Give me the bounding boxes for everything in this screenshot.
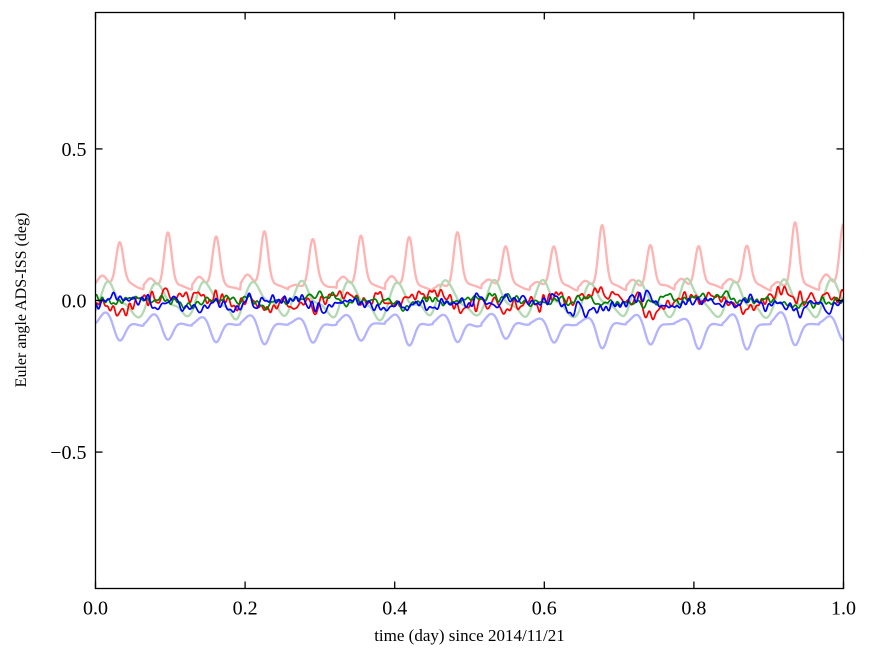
x-tick-label: 0.8 bbox=[681, 598, 706, 620]
series-group bbox=[95, 221, 844, 351]
ticks-group bbox=[94, 12, 845, 589]
series-pale-green bbox=[95, 277, 844, 322]
series-pale-red bbox=[95, 221, 844, 292]
y-tick-label: −0.5 bbox=[50, 442, 86, 464]
series-green bbox=[95, 290, 844, 312]
y-tick-label: 0.5 bbox=[62, 139, 87, 161]
x-tick-label: 0.6 bbox=[532, 598, 557, 620]
x-axis-label: time (day) since 2014/11/21 bbox=[374, 626, 565, 645]
x-tick-label: 0.0 bbox=[83, 598, 108, 620]
series-blue bbox=[95, 289, 844, 319]
series-pale-blue bbox=[95, 311, 844, 351]
x-tick-label: 0.2 bbox=[233, 598, 258, 620]
x-tick-label: 1.0 bbox=[831, 598, 856, 620]
x-tick-label: 0.4 bbox=[382, 598, 407, 620]
tick-labels-group: 0.0 0.2 0.4 0.6 0.8 1.0 0.5 0.0 −0.5 bbox=[50, 139, 856, 620]
y-tick-label: 0.0 bbox=[62, 291, 87, 313]
y-axis-label: Euler angle ADS-ISS (deg) bbox=[13, 213, 30, 388]
